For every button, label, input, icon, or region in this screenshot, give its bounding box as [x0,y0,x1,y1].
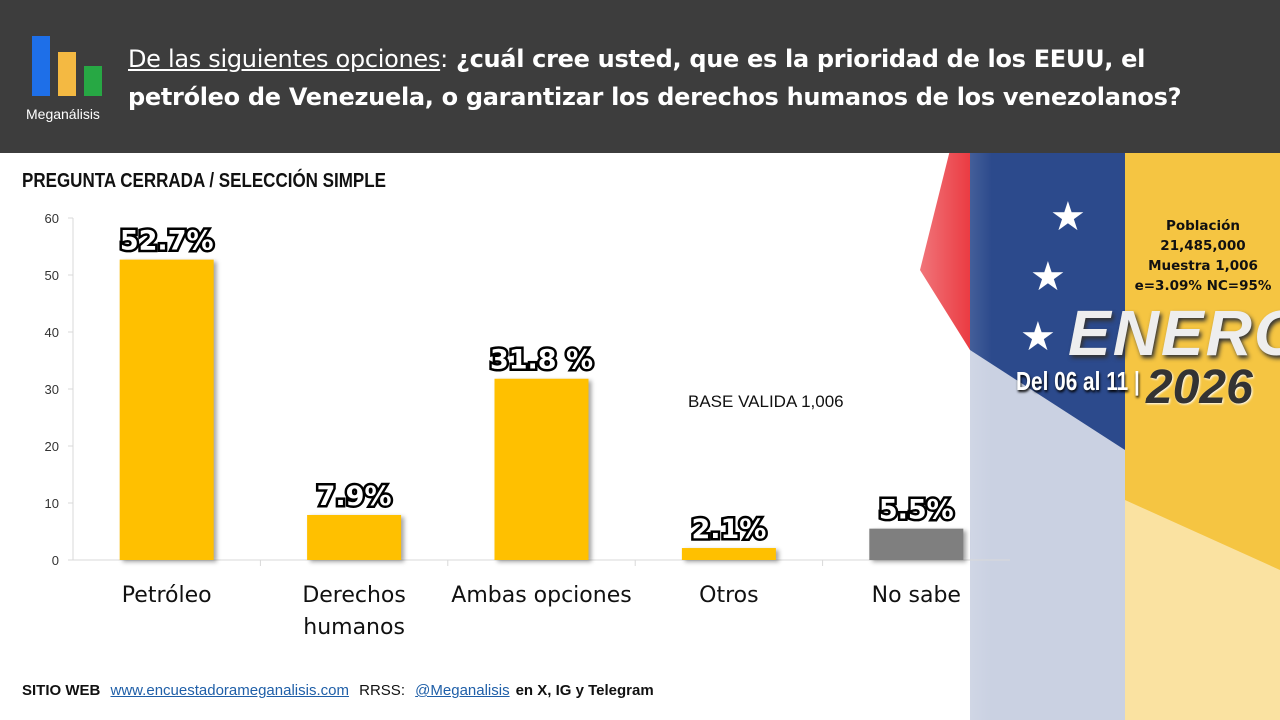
sample-info: Población 21,485,000 Muestra 1,006 e=3.0… [1130,216,1276,296]
logo-text: Meganálisis [26,106,100,122]
x-category-label: Derechos [302,583,406,608]
data-label: 5.5% [879,495,954,526]
x-category-label: No sabe [872,583,961,608]
question-type: PREGUNTA CERRADA / SELECCIÓN SIMPLE [22,170,386,192]
base-valida: BASE VALIDA 1,006 [688,392,844,411]
info-poblacion-value: 21,485,000 [1160,238,1246,254]
title-main: ¿cuál cree usted, que es la prioridad de… [128,45,1182,111]
x-category-label: humanos [303,615,405,640]
website-link[interactable]: www.encuestadorameganalisis.com [110,682,349,699]
y-tick-label: 40 [45,325,59,340]
x-category-label: Petróleo [122,583,212,608]
svg-text:★: ★ [1020,315,1056,359]
question-title: De las siguientes opciones: ¿cuál cree u… [128,45,1182,111]
rrss-label: RRSS: [359,682,405,699]
y-tick-label: 50 [45,268,59,283]
data-label: 52.7% [120,226,214,257]
x-category-label: Ambas opciones [451,583,631,608]
social-handle-link[interactable]: @Meganalisis [415,682,510,699]
data-label: 31.8 % [490,345,593,376]
x-category-label: Otros [699,583,758,608]
y-tick-label: 0 [52,553,59,568]
social-networks: en X, IG y Telegram [515,682,654,699]
header: Meganálisis De las siguientes opciones: … [0,0,1280,153]
title-prefix: De las siguientes opciones [128,45,441,73]
bar-1 [307,514,402,560]
data-label: 7.9% [317,481,392,512]
period-year: 2026 [1146,361,1253,414]
bar-3 [681,548,776,560]
y-tick-label: 10 [45,496,59,511]
bar-2 [494,378,589,560]
footer: SITIO WEB www.encuestadorameganalisis.co… [22,682,654,699]
data-label: 2.1% [691,514,766,545]
period-month: ENERO [1068,297,1280,369]
y-tick-label: 30 [45,382,59,397]
svg-text:★: ★ [1030,255,1066,299]
period-range: Del 06 al 11 | [1016,366,1140,396]
info-error: e=3.09% NC=95% [1134,278,1272,294]
venezuela-flag-decoration: ★ ★ ★ [800,150,1280,720]
bar-chart: 0 10 20 30 40 50 60 52.7% Petróleo 7.9% Derechos hu… [45,211,1010,640]
y-tick-label: 60 [45,211,59,226]
info-muestra: Muestra 1,006 [1148,258,1258,274]
svg-text:★: ★ [1050,195,1086,239]
bar-4 [869,528,964,560]
y-tick-label: 20 [45,439,59,454]
bar-0 [119,259,214,560]
info-poblacion: Población [1165,218,1241,234]
meganalisis-logo: Meganálisis [26,36,112,124]
site-label: SITIO WEB [22,682,101,699]
